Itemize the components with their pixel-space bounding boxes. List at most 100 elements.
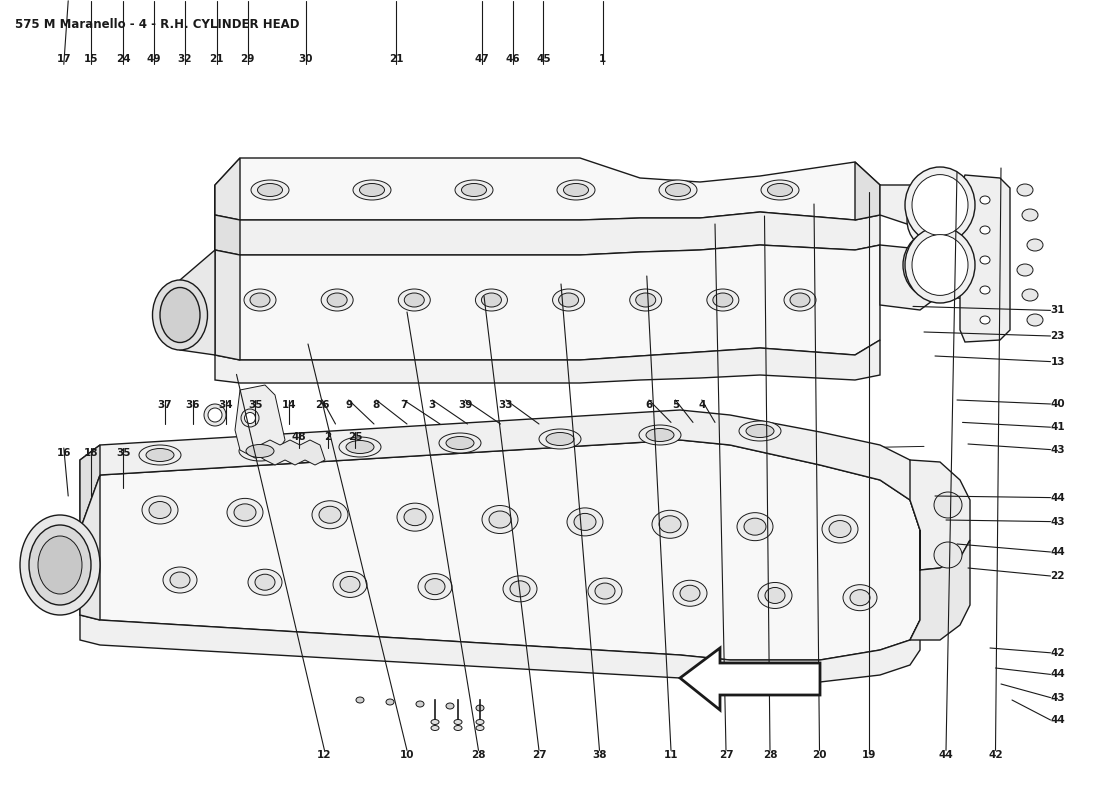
Text: 48: 48 [292, 432, 307, 442]
Text: 13: 13 [1050, 357, 1065, 366]
Ellipse shape [397, 503, 433, 531]
Ellipse shape [333, 571, 367, 598]
Text: 1: 1 [600, 54, 606, 64]
Ellipse shape [241, 409, 258, 427]
Ellipse shape [431, 719, 439, 725]
Text: 17: 17 [56, 54, 72, 64]
Polygon shape [214, 215, 240, 255]
Ellipse shape [914, 198, 956, 242]
Text: 37: 37 [157, 400, 173, 410]
Ellipse shape [146, 449, 174, 462]
Text: 44: 44 [1050, 670, 1065, 679]
Ellipse shape [29, 525, 91, 605]
Ellipse shape [980, 286, 990, 294]
Ellipse shape [546, 433, 574, 446]
Text: 23: 23 [1050, 331, 1065, 341]
Ellipse shape [566, 508, 603, 536]
Ellipse shape [829, 521, 851, 538]
Text: 31: 31 [1050, 306, 1065, 315]
Text: 21: 21 [388, 54, 404, 64]
Polygon shape [680, 648, 820, 710]
Ellipse shape [476, 726, 484, 730]
Ellipse shape [636, 293, 656, 307]
Text: 28: 28 [471, 750, 486, 760]
Ellipse shape [425, 578, 446, 594]
Polygon shape [80, 440, 920, 660]
Ellipse shape [912, 174, 968, 235]
Ellipse shape [905, 167, 975, 243]
Ellipse shape [386, 699, 394, 705]
Ellipse shape [204, 404, 226, 426]
Ellipse shape [574, 514, 596, 530]
Polygon shape [180, 250, 214, 355]
Polygon shape [214, 158, 880, 220]
Ellipse shape [764, 587, 785, 603]
Ellipse shape [908, 190, 962, 250]
Ellipse shape [418, 574, 452, 600]
Text: 41: 41 [1050, 422, 1065, 432]
Text: eurospares: eurospares [524, 160, 840, 288]
Ellipse shape [739, 421, 781, 441]
Ellipse shape [588, 578, 621, 604]
Ellipse shape [248, 570, 282, 595]
Polygon shape [910, 460, 970, 570]
Ellipse shape [659, 180, 697, 200]
Polygon shape [910, 530, 970, 640]
Ellipse shape [761, 180, 799, 200]
Ellipse shape [208, 408, 222, 422]
Ellipse shape [539, 429, 581, 449]
Ellipse shape [312, 501, 348, 529]
Ellipse shape [1022, 289, 1038, 301]
Text: 47: 47 [474, 54, 490, 64]
Ellipse shape [139, 445, 182, 465]
Ellipse shape [476, 719, 484, 725]
Text: 18: 18 [84, 448, 99, 458]
Ellipse shape [321, 289, 353, 311]
Ellipse shape [431, 726, 439, 730]
Ellipse shape [142, 496, 178, 524]
Ellipse shape [160, 287, 200, 342]
Ellipse shape [629, 289, 662, 311]
Ellipse shape [713, 293, 733, 307]
Text: 28: 28 [762, 750, 778, 760]
Ellipse shape [244, 413, 255, 423]
Ellipse shape [153, 280, 208, 350]
Ellipse shape [227, 498, 263, 526]
Text: 39: 39 [458, 400, 473, 410]
Text: 29: 29 [240, 54, 255, 64]
Text: 21: 21 [209, 54, 224, 64]
Ellipse shape [980, 256, 990, 264]
Polygon shape [80, 475, 100, 620]
Ellipse shape [255, 574, 275, 590]
Ellipse shape [980, 316, 990, 324]
Ellipse shape [405, 293, 425, 307]
Text: 44: 44 [1050, 547, 1065, 557]
Ellipse shape [356, 697, 364, 703]
Ellipse shape [790, 293, 810, 307]
Polygon shape [80, 445, 100, 530]
Text: 6: 6 [646, 400, 652, 410]
Ellipse shape [1027, 239, 1043, 251]
Text: 34: 34 [218, 400, 233, 410]
Ellipse shape [148, 502, 170, 518]
Ellipse shape [768, 183, 792, 197]
Text: 46: 46 [505, 54, 520, 64]
Ellipse shape [482, 293, 502, 307]
Text: 24: 24 [116, 54, 131, 64]
Polygon shape [214, 185, 880, 360]
Ellipse shape [1018, 184, 1033, 196]
Ellipse shape [475, 289, 507, 311]
Ellipse shape [416, 701, 424, 707]
Ellipse shape [360, 183, 385, 197]
Ellipse shape [462, 183, 486, 197]
Ellipse shape [707, 289, 739, 311]
Ellipse shape [666, 183, 691, 197]
Text: 35: 35 [116, 448, 131, 458]
Text: 12: 12 [317, 750, 332, 760]
Text: 36: 36 [185, 400, 200, 410]
Polygon shape [214, 158, 240, 220]
Ellipse shape [784, 289, 816, 311]
Text: 5: 5 [672, 400, 679, 410]
Text: 2: 2 [324, 432, 331, 442]
Polygon shape [80, 615, 920, 682]
